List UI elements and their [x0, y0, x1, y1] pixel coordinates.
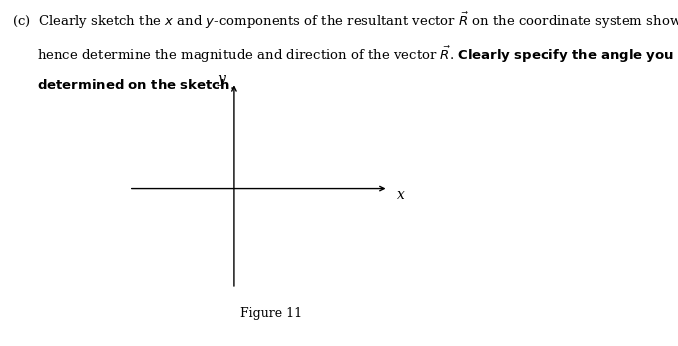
Text: $\mathbf{determined\ on\ the\ sketch}$.: $\mathbf{determined\ on\ the\ sketch}$. [37, 78, 235, 92]
Text: y: y [218, 72, 226, 86]
Text: Figure 11: Figure 11 [240, 307, 302, 320]
Text: x: x [397, 188, 405, 202]
Text: (c)  Clearly sketch the $x$ and $y$-components of the resultant vector $\vec{R}$: (c) Clearly sketch the $x$ and $y$-compo… [12, 10, 678, 31]
Text: hence determine the magnitude and direction of the vector $\vec{R}$. $\mathbf{Cl: hence determine the magnitude and direct… [37, 44, 678, 65]
